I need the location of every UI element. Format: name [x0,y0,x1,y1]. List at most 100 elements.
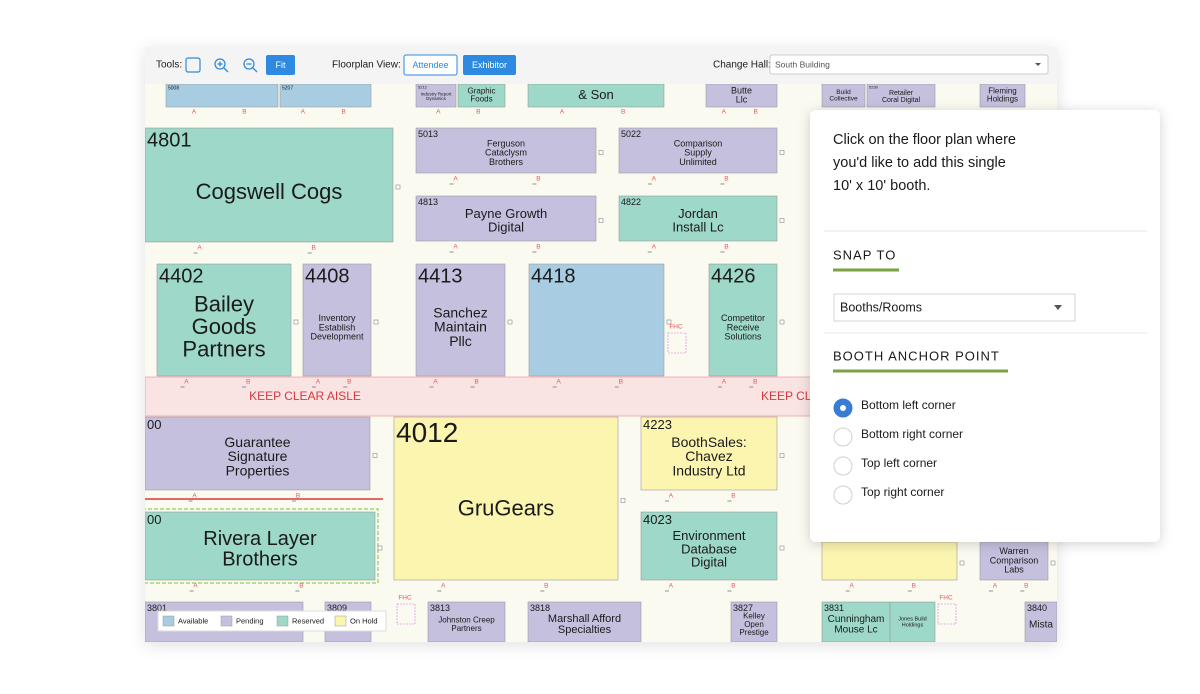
marker-label: B [754,109,758,116]
booth[interactable] [730,601,778,642]
booth-name: Warren [999,546,1028,556]
booth[interactable] [866,84,936,108]
booth[interactable] [145,416,371,491]
zoom-in[interactable] [214,58,229,73]
booth[interactable] [415,84,457,108]
exhibitor-button[interactable] [463,55,516,75]
marker-label: A [192,109,197,116]
outlet [373,319,379,325]
booth[interactable] [415,127,597,174]
booth[interactable] [979,541,1049,581]
booth-name: Kelley [743,612,765,621]
marker-label: B [296,493,300,500]
booth-number: 5230 [869,84,879,89]
booth-name: Marshall Afford [548,613,621,625]
booth[interactable] [527,601,642,642]
booth-name: Partners [182,336,265,361]
booth-name: Digital [488,219,524,234]
legend-swatch [162,615,175,627]
attendee-button[interactable] [403,54,458,76]
booth[interactable] [302,263,372,377]
marker-label: A [184,379,189,386]
radio-dot [840,405,846,411]
booth[interactable] [708,263,778,377]
marker-label: B [311,245,315,252]
booth-name: Payne Growth [465,206,547,221]
booth-name: Butte [731,85,752,95]
booth[interactable] [889,601,936,642]
booth[interactable] [165,84,279,108]
booth[interactable] [145,127,394,243]
marker-label: B [621,109,625,116]
booth[interactable] [640,511,778,581]
booth-name: Rivera Layer [203,528,317,550]
marker-label: A [453,244,458,251]
booth[interactable] [415,195,597,242]
booth[interactable] [821,601,891,642]
outlet [779,545,785,551]
outlet [598,150,604,155]
booth-name: Development [310,332,364,342]
marker-label: A [441,583,446,590]
booth[interactable] [618,195,778,242]
booth[interactable] [1024,601,1057,642]
booth[interactable] [457,84,506,108]
marker-label: A [453,176,458,183]
booth[interactable] [979,84,1026,108]
marker-label: B [912,583,916,590]
booth-name: Install Lc [672,219,724,234]
booth[interactable] [640,416,778,491]
zoom-out[interactable] [243,58,258,73]
legend-swatch [334,615,347,627]
booth[interactable] [156,263,292,377]
booth-name: Fleming [988,87,1016,96]
outlet [395,184,401,190]
booth-name: Industry Ltd [672,462,745,478]
marker-label: A [669,493,674,500]
hall-select[interactable] [769,54,1049,75]
booth[interactable] [618,127,778,174]
booth-number: 3827 [733,603,753,613]
booth-name: Comparison [674,138,723,148]
booth-name: Labs [1004,565,1024,575]
snap-select[interactable] [833,293,1076,322]
outlet [1050,560,1056,566]
booth[interactable] [415,263,506,377]
marker-label: A [722,109,727,116]
select-tool[interactable] [185,57,201,73]
booth[interactable] [279,84,372,108]
legend-box [157,610,387,632]
booth-number: 3840 [1027,603,1047,613]
fit-button[interactable] [266,55,295,75]
toolbar: Tools: Fit Floorplan View: Attendee Exhi… [145,47,1057,84]
booth[interactable] [705,84,778,108]
booth-name: Maintain [434,319,487,335]
booth-name: Coral Digital [882,97,921,104]
outlet [779,453,785,458]
booth[interactable] [145,511,376,581]
booth-number: 4223 [643,417,672,432]
booth[interactable] [427,601,506,642]
booth-panel: SNAP TO Booths/Rooms BOOTH ANCHOR POINT … [810,110,1160,542]
booth-name: Ferguson [487,138,525,148]
booth-name: Bailey [194,291,254,316]
booth[interactable] [393,416,619,581]
booth[interactable] [528,263,665,377]
booth[interactable] [527,84,665,108]
fhc-box [937,603,957,625]
radio[interactable] [833,485,853,505]
radio[interactable] [833,456,853,476]
booth-number: 4413 [418,265,463,287]
booth-name: Brothers [222,548,298,570]
legend: Available Pending Reserved On Hold [157,610,387,632]
booth[interactable] [821,541,958,581]
booth-name: Establish [319,322,356,332]
booth-name: Partners [451,624,481,633]
booth-number: 5008 [168,85,179,91]
booth-name: Jordan [678,206,718,221]
booth[interactable] [821,84,866,108]
booth-name: Competitor [721,313,765,323]
booth-number: 4402 [159,265,204,287]
radio[interactable] [833,427,853,447]
